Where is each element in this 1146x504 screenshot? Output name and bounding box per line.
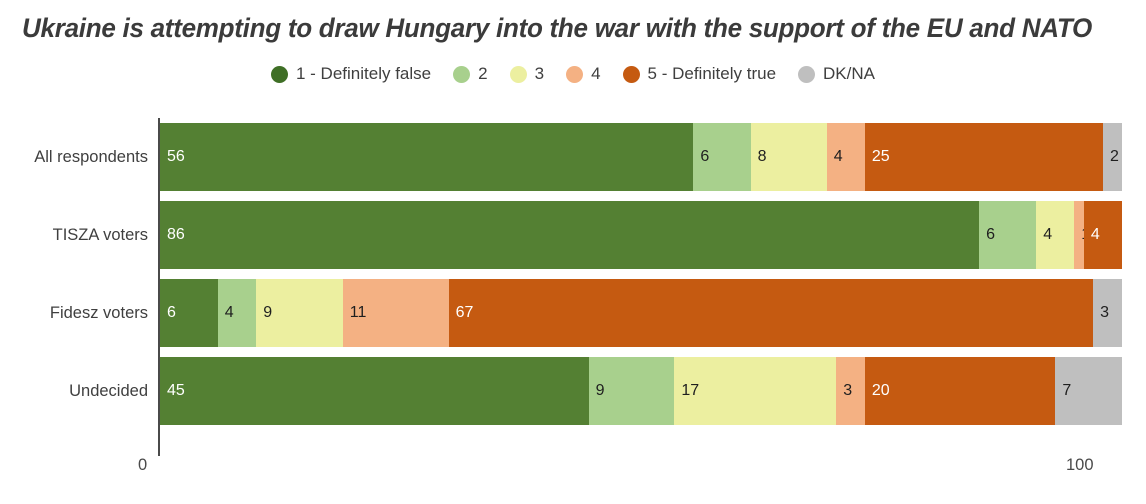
stacked-bar: 866414 xyxy=(160,201,1122,269)
bar-segment-value: 7 xyxy=(1062,382,1072,399)
bar-segment[interactable]: 17 xyxy=(674,357,837,425)
bar-segment-value: 11 xyxy=(349,304,367,321)
stacked-bar: 56 6 8 4 25 2 xyxy=(160,123,1123,191)
bar-segment-value: 6 xyxy=(167,304,176,321)
bar-row: Undecided 45 9 17 3 20 7 xyxy=(0,352,1146,430)
stacked-bar: 6 4 9 11 67 3 xyxy=(160,279,1122,347)
bar-segment[interactable]: 8 xyxy=(750,123,827,191)
bar-segment[interactable]: 25 xyxy=(864,123,1103,191)
bar-segment-value: 8 xyxy=(757,148,767,165)
bar-segment[interactable]: 7 xyxy=(1055,357,1123,425)
bar-segment[interactable]: 9 xyxy=(588,357,675,425)
bar-segment[interactable]: 3 xyxy=(1093,279,1122,347)
bar-segment[interactable]: 6 xyxy=(160,279,218,347)
legend-item[interactable]: 5 - Definitely true xyxy=(622,64,777,84)
bar-segment-value: 6 xyxy=(700,148,710,165)
bar-segment[interactable]: 6 xyxy=(693,123,751,191)
bar-row-label: TISZA voters xyxy=(52,225,148,244)
bar-row: TISZA voters866414 xyxy=(0,196,1146,274)
legend-item-label: 2 xyxy=(478,64,488,83)
bar-segment[interactable]: 4 xyxy=(1036,201,1075,269)
bar-segment-value: 3 xyxy=(1100,304,1110,321)
legend-dot-1 xyxy=(271,65,288,83)
bar-segment-value: 20 xyxy=(871,382,890,399)
bar-segment[interactable]: 2 xyxy=(1102,123,1123,191)
bar-segment-value: 25 xyxy=(871,148,890,165)
legend-item-label: 1 - Definitely false xyxy=(296,64,432,83)
x-axis-ticks: 0 100 xyxy=(0,452,1146,482)
bar-row: Fidesz voters 6 4 9 11 67 3 xyxy=(0,274,1146,352)
bar-row-label: Fidesz voters xyxy=(49,303,148,322)
x-axis-tick-max: 100 xyxy=(1066,456,1094,474)
bar-segment[interactable]: 45 xyxy=(160,357,589,425)
bar-row-label: Undecided xyxy=(69,381,148,400)
legend-dot-4 xyxy=(566,65,584,83)
legend-dot-5 xyxy=(622,65,640,83)
legend-item[interactable]: 1 - Definitely false xyxy=(271,64,431,84)
page-title: Ukraine is attempting to draw Hungary in… xyxy=(22,13,1092,43)
x-axis-tick-min: 0 xyxy=(138,456,148,474)
bar-segment[interactable]: 9 xyxy=(256,279,343,347)
bar-segment-value: 86 xyxy=(167,226,185,243)
bar-segment-value: 4 xyxy=(1090,226,1100,243)
bar-segment-value: 3 xyxy=(843,382,853,399)
bar-segment[interactable]: 86 xyxy=(160,201,980,269)
y-axis-line xyxy=(158,118,160,456)
bar-segment-value: 2 xyxy=(1109,148,1119,165)
bar-segment[interactable]: 4 xyxy=(1083,201,1122,269)
legend-item[interactable]: 4 xyxy=(566,64,601,84)
bar-segment[interactable]: 4 xyxy=(217,279,257,347)
legend-item[interactable]: 3 xyxy=(509,64,545,84)
bar-segment-value: 67 xyxy=(455,304,474,321)
bar-segment-value: 4 xyxy=(833,148,843,165)
bar-segment[interactable]: 6 xyxy=(979,201,1037,269)
bar-segment[interactable]: 56 xyxy=(160,123,694,191)
legend-item-label: DK/NA xyxy=(823,64,875,83)
legend-dot-dkna xyxy=(798,65,816,83)
legend-item-label: 5 - Definitely true xyxy=(647,64,777,83)
legend-item[interactable]: 2 xyxy=(453,64,488,84)
bar-row-label: All respondents xyxy=(34,147,148,166)
bar-segment-value: 45 xyxy=(167,382,185,399)
bar-segment[interactable]: 4 xyxy=(826,123,865,191)
legend-dot-3 xyxy=(509,65,527,83)
stacked-bar: 45 9 17 3 20 7 xyxy=(160,357,1123,425)
legend-dot-2 xyxy=(453,65,471,83)
bar-segment-value: 9 xyxy=(263,304,273,321)
legend-item-label: 3 xyxy=(534,64,545,83)
bar-segment-value: 4 xyxy=(1043,226,1053,243)
legend-item[interactable]: DK/NA xyxy=(798,64,875,84)
legend-item-label: 4 xyxy=(591,64,601,83)
bar-segment-value: 56 xyxy=(167,148,185,165)
bar-segment-value: 4 xyxy=(224,304,234,321)
chart-legend: 1 - Definitely false 2 3 4 5 - Definitely tr… xyxy=(0,64,1146,84)
bar-segment[interactable]: 20 xyxy=(864,357,1056,425)
bar-segment-value: 17 xyxy=(681,382,700,399)
bar-segment[interactable]: 1 xyxy=(1074,201,1090,269)
bar-segment[interactable]: 3 xyxy=(836,357,865,425)
bar-segment[interactable]: 67 xyxy=(448,279,1094,347)
bar-segment-value: 9 xyxy=(595,382,605,399)
bar-segment[interactable]: 11 xyxy=(342,279,449,347)
bar-segment-value: 6 xyxy=(986,226,995,243)
bar-row: All respondents 56 6 8 4 25 2 xyxy=(0,118,1146,196)
